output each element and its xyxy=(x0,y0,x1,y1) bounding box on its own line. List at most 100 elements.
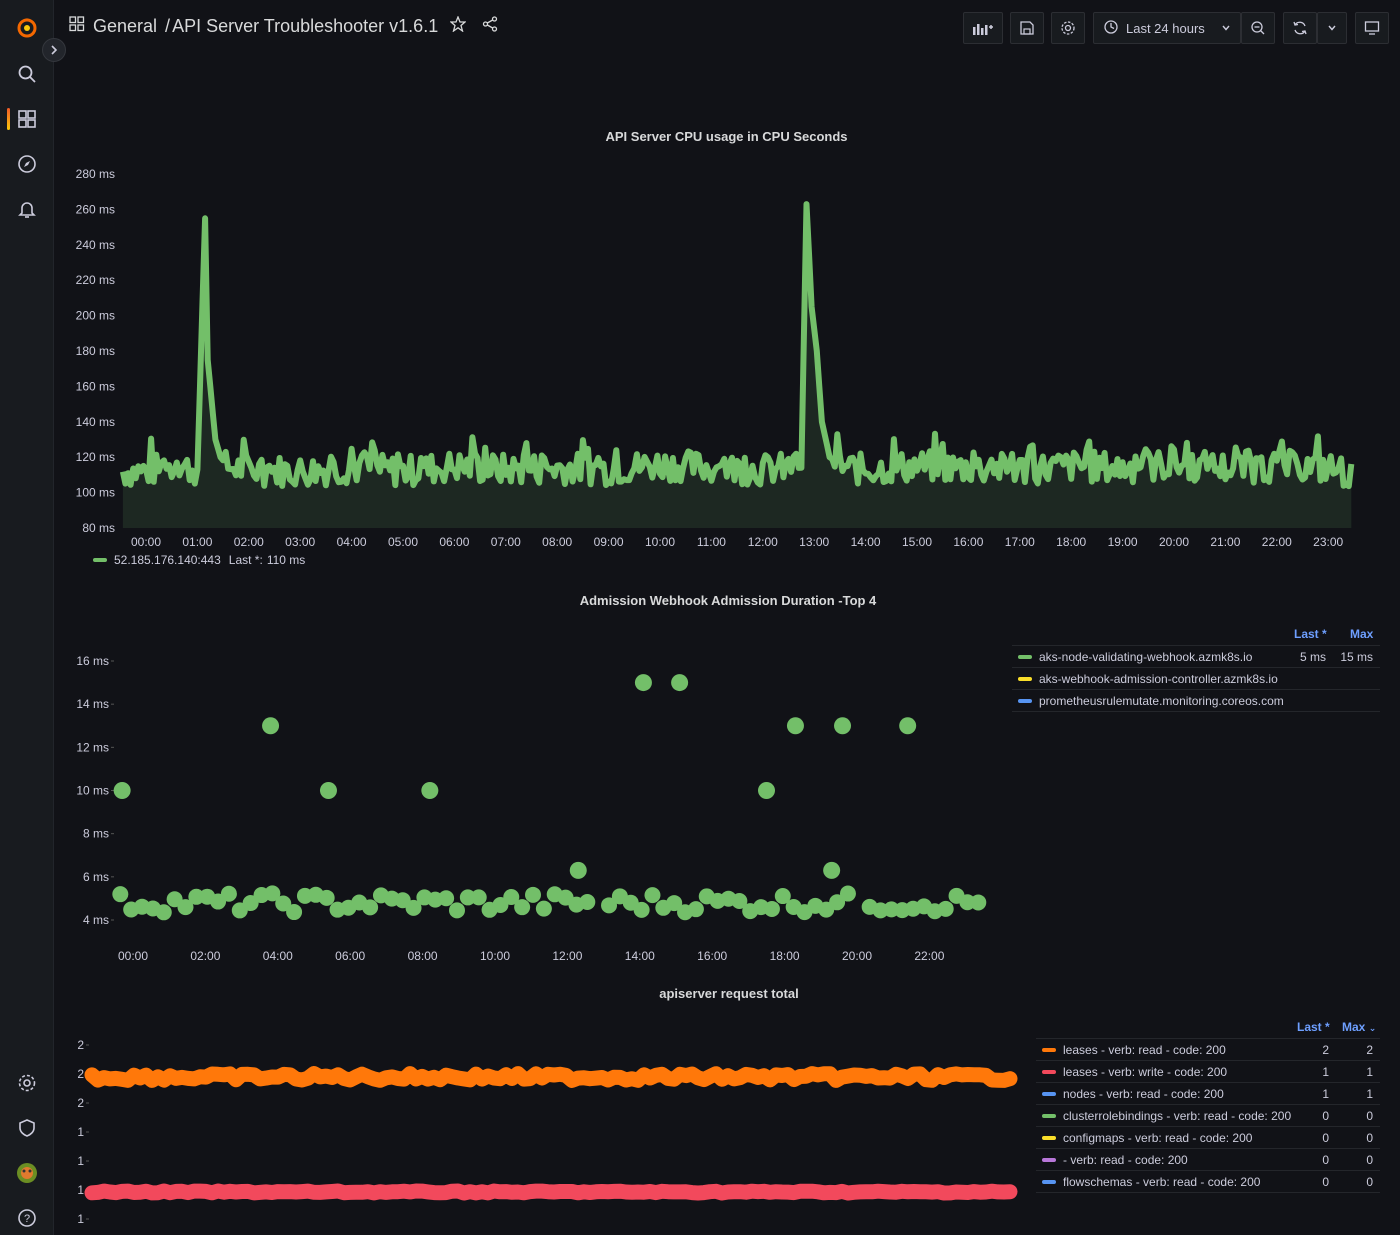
help-icon[interactable]: ? xyxy=(13,1204,41,1232)
y-axis-tick-label: 240 ms xyxy=(76,238,115,252)
dashboard-settings-button[interactable] xyxy=(1051,12,1085,44)
legend-max-value: 1 xyxy=(1366,1064,1373,1079)
legend-series-name: leases - verb: write - code: 200 xyxy=(1063,1064,1228,1079)
active-indicator xyxy=(7,108,10,130)
legend-row[interactable]: leases - verb: write - code: 200 1 1 xyxy=(1036,1061,1380,1083)
legend-row[interactable]: configmaps - verb: read - code: 200 0 0 xyxy=(1036,1127,1380,1149)
dashboards-icon[interactable] xyxy=(13,105,41,133)
scatter-point xyxy=(318,889,335,906)
cpu-legend[interactable]: 52.185.176.140:443 Last *: 110 ms xyxy=(93,553,305,567)
chevron-down-icon xyxy=(1327,21,1337,36)
legend-row[interactable]: flowschemas - verb: read - code: 200 0 0 xyxy=(1036,1171,1380,1193)
y-axis-tick-label: 14 ms xyxy=(76,697,109,711)
clock-icon xyxy=(1104,19,1118,37)
y-axis-tick-label: 1 xyxy=(77,1154,84,1168)
legend-row[interactable]: clusterrolebindings - verb: read - code:… xyxy=(1036,1105,1380,1127)
x-axis-tick-label: 04:00 xyxy=(263,949,293,963)
refresh-interval-dropdown[interactable] xyxy=(1317,12,1347,44)
grafana-logo[interactable] xyxy=(13,14,41,42)
tv-mode-button[interactable] xyxy=(1355,12,1389,44)
star-icon[interactable] xyxy=(449,15,467,37)
legend-row[interactable]: - verb: read - code: 200 0 0 xyxy=(1036,1149,1380,1171)
legend-series-name: nodes - verb: read - code: 200 xyxy=(1063,1086,1224,1101)
x-axis-tick-label: 14:00 xyxy=(851,535,881,549)
expand-menu-button[interactable] xyxy=(42,38,66,62)
y-axis-tick-label: 4 ms xyxy=(83,913,109,927)
x-axis-tick-label: 19:00 xyxy=(1108,535,1138,549)
y-axis-tick-label: 1 xyxy=(77,1183,84,1197)
legend-header-last[interactable]: Last * xyxy=(1297,1020,1330,1034)
shield-icon[interactable] xyxy=(13,1114,41,1142)
compass-icon[interactable] xyxy=(13,150,41,178)
x-axis-tick-label: 17:00 xyxy=(1005,535,1035,549)
legend-last-value: 1 xyxy=(1322,1064,1329,1079)
legend-row[interactable]: aks-node-validating-webhook.azmk8s.io 5 m… xyxy=(1012,645,1380,668)
y-axis-tick-label: 16 ms xyxy=(76,654,109,668)
gear-icon[interactable] xyxy=(13,1069,41,1097)
legend-swatch xyxy=(1042,1179,1056,1184)
refresh-button[interactable] xyxy=(1283,12,1317,44)
scatter-point xyxy=(362,899,379,916)
legend-header-max[interactable]: Max ⌄ xyxy=(1342,1020,1377,1034)
legend-last-value: 2 xyxy=(1322,1042,1329,1057)
request-series-line xyxy=(84,1066,1018,1088)
legend-swatch xyxy=(1042,1113,1056,1118)
legend-series-name: leases - verb: read - code: 200 xyxy=(1063,1042,1226,1057)
search-icon[interactable] xyxy=(13,60,41,88)
panel-title-requests[interactable]: apiserver request total xyxy=(659,986,799,1001)
x-axis-tick-label: 18:00 xyxy=(770,949,800,963)
x-axis-tick-label: 07:00 xyxy=(491,535,521,549)
legend-series-name: 52.185.176.140:443 xyxy=(114,553,221,567)
x-axis-tick-label: 04:00 xyxy=(337,535,367,549)
x-axis-tick-label: 15:00 xyxy=(902,535,932,549)
legend-row[interactable]: prometheusrulemutate.monitoring.coreos.c… xyxy=(1012,690,1380,712)
x-axis-tick-label: 09:00 xyxy=(594,535,624,549)
x-axis-tick-label: 18:00 xyxy=(1056,535,1086,549)
avatar[interactable] xyxy=(13,1159,41,1187)
legend-max-value: 1 xyxy=(1366,1086,1373,1101)
y-axis-tick-label: 1 xyxy=(77,1125,84,1139)
x-axis-tick-label: 13:00 xyxy=(799,535,829,549)
scatter-point xyxy=(177,899,194,916)
scatter-point xyxy=(405,899,422,916)
webhook-scatter-chart[interactable]: 4 ms 6 ms 8 ms 10 ms 12 ms 14 ms 16 ms 00:00 02:… xyxy=(0,640,1010,970)
panel-title-webhook[interactable]: Admission Webhook Admission Duration -To… xyxy=(579,593,877,608)
cpu-usage-chart[interactable]: 80 ms 100 ms 120 ms 140 ms 160 ms 180 ms 200 m… xyxy=(0,160,1400,560)
scatter-point xyxy=(569,861,587,879)
legend-swatch xyxy=(1018,676,1032,681)
zoom-out-button[interactable] xyxy=(1241,12,1275,44)
scatter-point xyxy=(319,782,337,799)
legend-row[interactable]: leases - verb: read - code: 200 2 2 xyxy=(1036,1038,1380,1061)
legend-max-value: 0 xyxy=(1366,1108,1373,1123)
x-axis-tick-label: 10:00 xyxy=(480,949,510,963)
breadcrumb-folder[interactable]: General xyxy=(93,16,158,36)
scatter-point xyxy=(421,782,439,799)
x-axis-tick-label: 08:00 xyxy=(408,949,438,963)
save-dashboard-button[interactable] xyxy=(1010,12,1044,44)
request-total-chart[interactable]: 1 1 1 1 2 2 2 xyxy=(0,1035,1040,1235)
x-axis-tick-label: 02:00 xyxy=(234,535,264,549)
breadcrumb-separator: / xyxy=(165,16,171,36)
share-icon[interactable] xyxy=(482,16,498,37)
panel-title-cpu[interactable]: API Server CPU usage in CPU Seconds xyxy=(605,129,848,144)
legend-series-name: configmaps - verb: read - code: 200 xyxy=(1063,1130,1253,1145)
legend-swatch xyxy=(1042,1091,1056,1096)
legend-series-name: aks-webhook-admission-controller.azmk8s.… xyxy=(1039,671,1278,686)
x-axis-tick-label: 06:00 xyxy=(439,535,469,549)
breadcrumb: General / API Server Troubleshooter v1.6… xyxy=(69,15,498,37)
legend-row[interactable]: nodes - verb: read - code: 200 1 1 xyxy=(1036,1083,1380,1105)
legend-header-last[interactable]: Last * xyxy=(1294,627,1327,641)
bell-icon[interactable] xyxy=(13,195,41,223)
scatter-point xyxy=(286,904,303,921)
dashboard-title[interactable]: API Server Troubleshooter v1.6.1 xyxy=(172,16,439,36)
legend-header-max[interactable]: Max xyxy=(1350,627,1374,641)
add-panel-button[interactable] xyxy=(963,12,1003,44)
legend-last-value: 0 xyxy=(1322,1108,1329,1123)
cpu-series-line xyxy=(119,201,1355,490)
x-axis-tick-label: 03:00 xyxy=(285,535,315,549)
legend-max-value: 15 ms xyxy=(1340,649,1373,664)
legend-max-value: 0 xyxy=(1366,1130,1373,1145)
legend-last-value: 0 xyxy=(1322,1174,1329,1189)
legend-row[interactable]: aks-webhook-admission-controller.azmk8s.… xyxy=(1012,668,1380,690)
time-picker-button[interactable]: Last 24 hours xyxy=(1093,12,1241,44)
